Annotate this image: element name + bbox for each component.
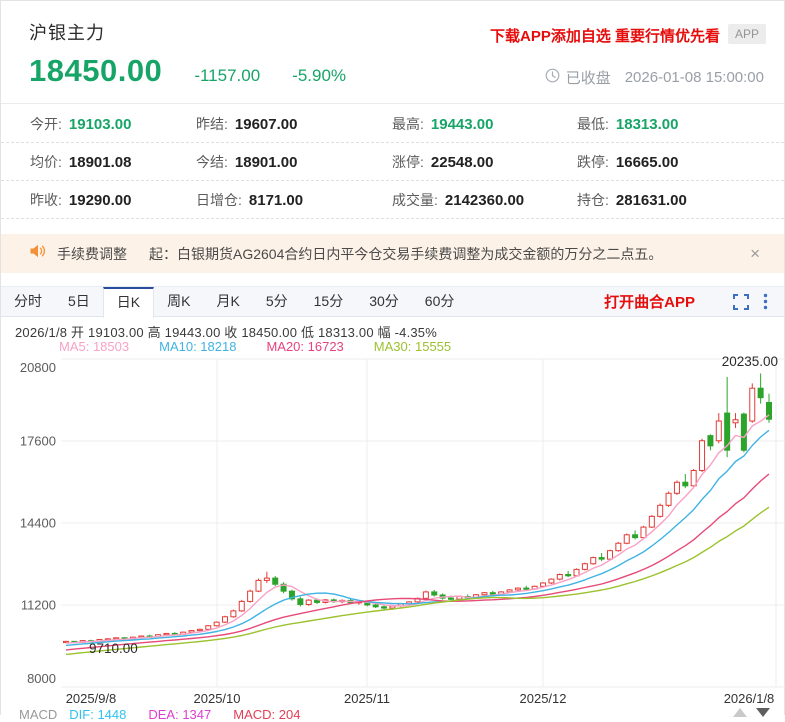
quote-field: 涨停: 22548.00 (392, 152, 577, 172)
tab-分时[interactable]: 分时 (14, 293, 42, 309)
status-timestamp: 2026-01-08 15:00:00 (624, 69, 764, 86)
tab-周K[interactable]: 周K (167, 293, 191, 309)
quote-field-label: 均价: (30, 153, 62, 170)
quote-field-label: 最高: (392, 115, 424, 132)
period-tabbar: 分时 5日 日K 周K 月K 5分 15分 30分 60分 打开曲合APP (1, 286, 784, 318)
quote-field-value: 19607.00 (234, 115, 298, 133)
quote-field: 日增仓: 8171.00 (196, 190, 392, 210)
app-badge[interactable]: APP (727, 24, 766, 44)
status-label: 已收盘 (565, 70, 611, 87)
quote-field-value: 281631.00 (615, 191, 687, 209)
scroll-up-icon[interactable] (733, 708, 747, 717)
quote-field-value: 18313.00 (615, 115, 679, 133)
quote-field-value: 2142360.00 (444, 191, 525, 209)
quote-field: 昨结: 19607.00 (196, 114, 392, 134)
ma30-line (65, 506, 770, 656)
quote-field-label: 昨结: (196, 115, 228, 132)
ma-legend-item: MA5: 18503 (59, 339, 130, 354)
more-options-icon[interactable] (763, 293, 768, 310)
notice-bar: 手续费调整 起：白银期货AG2604合约日内平今仓交易手续费调整为成交金额的万分… (1, 234, 784, 273)
ma-legend-item: MA30: 15555 (373, 339, 452, 354)
close-icon[interactable]: × (750, 243, 760, 263)
contract-title: 沪银主力 (29, 23, 105, 43)
x-axis-label: 2025/9/8 (66, 691, 117, 706)
y-axis-label: 20800 (20, 360, 56, 375)
quote-field-value: 18901.08 (68, 153, 132, 171)
quote-field-value: 18901.00 (234, 153, 298, 171)
y-axis-label: 14400 (20, 516, 56, 531)
open-app-link[interactable]: 打开曲合APP (604, 294, 695, 311)
x-axis-label: 2026/1/8 (724, 691, 775, 706)
quote-header: 沪银主力 下载APP添加自选 重要行情优先看 APP 18450.00 -115… (1, 1, 784, 104)
price-annotation: 9710.00 (89, 641, 138, 656)
market-status: 已收盘 2026-01-08 15:00:00 (545, 67, 764, 88)
x-axis-label: 2025/11 (344, 691, 390, 706)
ma20-line (65, 473, 770, 651)
scroll-down-icon[interactable] (756, 708, 770, 717)
quote-field: 跌停: 16665.00 (577, 152, 678, 172)
quote-row: 昨收: 19290.00 日增仓: 8171.00 成交量: 2142360.00 持仓: 2… (1, 181, 784, 219)
tab-月K[interactable]: 月K (216, 293, 240, 309)
quote-field: 均价: 18901.08 (30, 152, 196, 172)
tab-日K[interactable]: 日K (102, 287, 155, 318)
quote-field: 最高: 19443.00 (392, 114, 577, 134)
y-axis-label: 8000 (27, 671, 56, 686)
ma5-line (65, 414, 770, 644)
quote-field-value: 19290.00 (68, 191, 132, 209)
quote-field: 成交量: 2142360.00 (392, 190, 577, 210)
quote-field-value: 22548.00 (430, 153, 494, 171)
price-row: 18450.00 -1157.00 -5.90% (29, 53, 346, 89)
quote-row: 今开: 19103.00 昨结: 19607.00 最高: 19443.00 最低: 1831… (1, 105, 784, 143)
price-annotation: 20235.00 (722, 354, 778, 369)
quote-field-value: 16665.00 (615, 153, 679, 171)
quote-field-label: 跌停: (577, 153, 609, 170)
notice-text: 起：白银期货AG2604合约日内平今仓交易手续费调整为成交金额的万分之二点五。 (149, 245, 663, 262)
quote-grid: 今开: 19103.00 昨结: 19607.00 最高: 19443.00 最低: 1831… (1, 105, 784, 219)
quote-field-label: 今开: (30, 115, 62, 132)
quote-field: 昨收: 19290.00 (30, 190, 196, 210)
speaker-icon (29, 243, 47, 264)
quote-field-value: 8171.00 (248, 191, 304, 209)
ohlc-info-line: 2026/1/8 开 19103.00 高 19443.00 收 18450.0… (15, 325, 437, 340)
tab-60分[interactable]: 60分 (424, 293, 455, 309)
price-change-percent: -5.90% (292, 66, 347, 85)
chart-nav-arrows (724, 708, 770, 717)
last-price: 18450.00 (29, 53, 163, 88)
ma-legend-item: MA20: 16723 (266, 339, 344, 354)
tab-5日[interactable]: 5日 (68, 293, 90, 309)
quote-field-label: 今结: (196, 153, 228, 170)
ma-legend-item: MA10: 18218 (159, 339, 237, 354)
y-axis-label: 17600 (20, 434, 56, 449)
x-axis-label: 2025/12 (520, 691, 567, 706)
ma-legend: MA5: 18503 MA10: 18218 MA20: 16723 MA30: 15… (59, 339, 481, 354)
download-app-link[interactable]: 下载APP添加自选 重要行情优先看 (489, 28, 720, 45)
quote-row: 均价: 18901.08 今结: 18901.00 涨停: 22548.00 跌停: 1666… (1, 143, 784, 181)
quote-field: 最低: 18313.00 (577, 114, 678, 134)
tab-5分[interactable]: 5分 (265, 293, 288, 309)
quote-field: 今结: 18901.00 (196, 152, 392, 172)
quote-field: 今开: 19103.00 (30, 114, 196, 134)
tabbar-right-controls: 打开曲合APP (604, 287, 784, 316)
quote-field-label: 最低: (577, 115, 609, 132)
candlestick-chart[interactable]: 20800 17600 14400 11200 8000 2025/9/8 2025/10 2… (1, 351, 785, 713)
y-axis-label: 11200 (21, 598, 56, 613)
clock-icon (545, 68, 560, 87)
quote-field-label: 持仓: (577, 191, 609, 208)
tab-slot: 分时 5日 日K 周K 月K 5分 15分 30分 60分 (1, 287, 467, 318)
quote-field-label: 涨停: (392, 153, 424, 170)
quote-field: 持仓: 281631.00 (577, 190, 687, 210)
tab-30分[interactable]: 30分 (369, 293, 399, 309)
fullscreen-icon[interactable] (733, 293, 749, 310)
ma10-line (65, 429, 770, 647)
quote-field-label: 成交量: (392, 191, 438, 208)
price-change: -1157.00 (194, 66, 261, 85)
notice-tag: 手续费调整 (57, 245, 127, 262)
quote-field-label: 日增仓: (196, 191, 242, 208)
quote-field-value: 19443.00 (430, 115, 494, 133)
quote-field-label: 昨收: (30, 191, 62, 208)
quote-field-value: 19103.00 (68, 115, 132, 133)
x-axis-label: 2025/10 (194, 691, 241, 706)
tab-15分[interactable]: 15分 (313, 293, 344, 309)
